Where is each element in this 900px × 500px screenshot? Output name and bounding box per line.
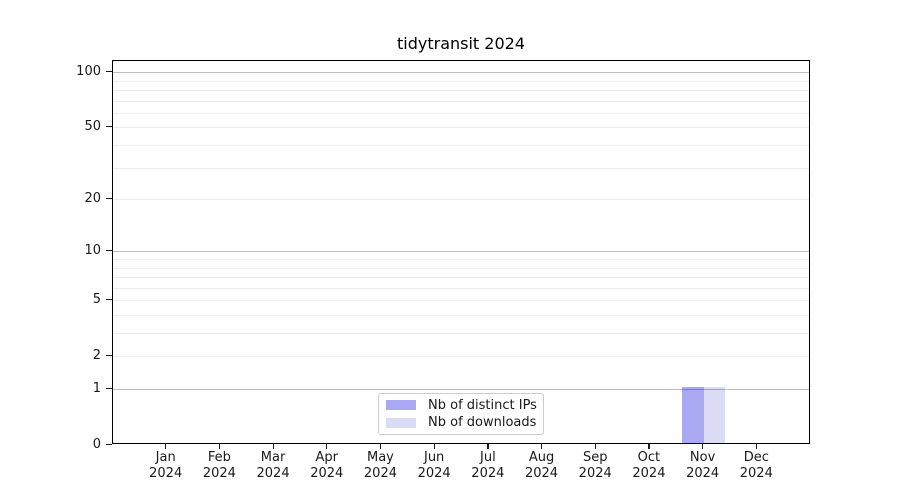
gridline-minor <box>113 90 809 91</box>
y-tick-label: 2 <box>92 347 101 363</box>
x-tick-label: Feb 2024 <box>202 450 236 481</box>
x-tick-label: Aug 2024 <box>524 450 559 481</box>
y-tick <box>106 197 112 199</box>
gridline-minor <box>113 314 809 316</box>
y-tick <box>106 70 112 72</box>
x-tick-label: Jun 2024 <box>417 450 451 481</box>
legend: Nb of distinct IPs Nb of downloads <box>378 393 544 435</box>
x-tick-label: Apr 2024 <box>310 450 344 481</box>
x-tick-label: Mar 2024 <box>256 450 290 481</box>
chart-title: tidytransit 2024 <box>397 34 525 53</box>
y-tick <box>106 298 112 300</box>
y-tick-label: 1 <box>92 380 101 396</box>
legend-swatch-downloads-icon <box>386 417 416 428</box>
x-tick-label: Jul 2024 <box>471 450 505 481</box>
x-tick <box>272 443 274 449</box>
y-tick-label: 10 <box>84 242 101 258</box>
x-tick <box>165 443 167 449</box>
y-tick-label: 50 <box>84 118 101 134</box>
gridline-minor <box>113 127 809 129</box>
x-tick <box>433 443 435 449</box>
y-tick-label: 100 <box>76 63 101 79</box>
x-tick <box>594 443 596 449</box>
gridline-minor <box>113 287 809 289</box>
bar-nov-distinct-ips <box>682 387 704 443</box>
bar-nov-downloads <box>703 387 726 443</box>
x-tick <box>755 443 757 449</box>
gridline-major <box>113 72 809 74</box>
gridline-minor <box>113 167 809 169</box>
gridline-minor <box>113 100 809 102</box>
x-tick-label: Nov 2024 <box>686 450 720 481</box>
x-tick <box>326 443 328 449</box>
gridline-major <box>113 389 809 390</box>
y-tick <box>106 249 112 251</box>
y-tick-label: 5 <box>92 291 101 307</box>
gridline-minor <box>113 356 809 358</box>
legend-label-distinct-ips: Nb of distinct IPs <box>428 397 537 413</box>
x-tick-label: Jan 2024 <box>149 450 183 481</box>
y-tick <box>106 443 112 445</box>
x-tick-label: Sep 2024 <box>578 450 612 481</box>
x-tick <box>648 443 650 449</box>
x-tick-label: Oct 2024 <box>632 450 666 481</box>
x-tick-label: Dec 2024 <box>739 450 773 481</box>
gridline-minor <box>113 112 809 114</box>
y-tick-label: 0 <box>92 436 101 452</box>
x-tick <box>487 443 489 449</box>
x-tick <box>379 443 382 449</box>
legend-label-downloads: Nb of downloads <box>428 415 537 431</box>
x-tick <box>218 443 221 449</box>
y-tick <box>106 387 112 389</box>
x-tick-label: May 2024 <box>363 450 397 481</box>
gridline-minor <box>113 145 809 146</box>
gridline-minor <box>113 258 809 260</box>
legend-item-distinct-ips: Nb of distinct IPs <box>386 397 537 413</box>
plot-area: Nb of distinct IPs Nb of downloads <box>112 60 810 444</box>
y-tick <box>106 354 112 356</box>
gridline-minor <box>113 300 809 302</box>
gridline-minor <box>113 199 809 201</box>
gridline-minor <box>113 277 809 279</box>
gridline-minor <box>113 80 809 82</box>
legend-item-downloads: Nb of downloads <box>386 415 536 431</box>
gridline-major <box>113 251 809 253</box>
y-tick-label: 20 <box>84 190 101 206</box>
x-tick <box>702 443 704 449</box>
gridline-minor <box>113 333 809 334</box>
legend-swatch-distinct-ips-icon <box>386 400 416 411</box>
x-tick <box>541 443 543 449</box>
gridline-minor <box>113 267 809 269</box>
y-tick <box>106 125 112 128</box>
